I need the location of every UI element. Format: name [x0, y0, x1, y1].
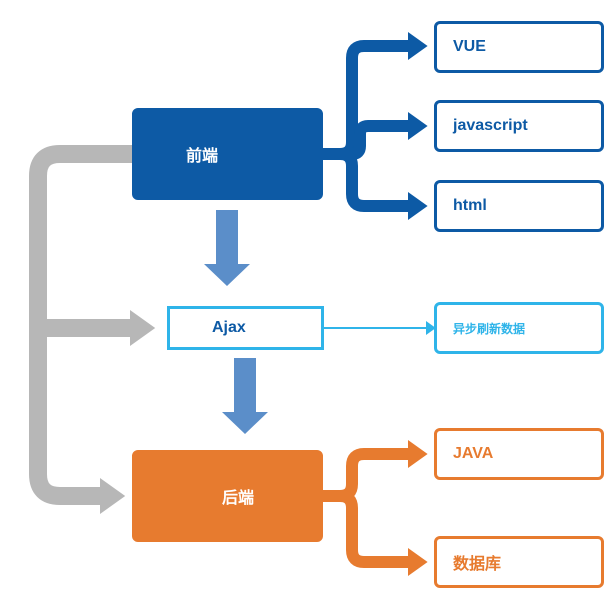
node-backend: 后端 — [132, 450, 323, 542]
node-ajax_side-label: 异步刷新数据 — [453, 320, 525, 337]
node-ajax_side: 异步刷新数据 — [434, 302, 604, 354]
node-javascript: javascript — [434, 100, 604, 152]
node-database: 数据库 — [434, 536, 604, 588]
node-html: html — [434, 180, 604, 232]
node-ajax-label: Ajax — [212, 319, 246, 337]
node-html-label: html — [453, 197, 487, 215]
node-vue: VUE — [434, 21, 604, 73]
node-vue-label: VUE — [453, 38, 486, 56]
node-frontend: 前端 — [132, 108, 323, 200]
node-java-label: JAVA — [453, 445, 493, 463]
node-java: JAVA — [434, 428, 604, 480]
node-ajax: Ajax — [167, 306, 324, 350]
node-database-label: 数据库 — [453, 550, 501, 574]
node-backend-label: 后端 — [222, 484, 254, 508]
node-javascript-label: javascript — [453, 117, 528, 135]
node-frontend-label: 前端 — [186, 142, 218, 166]
